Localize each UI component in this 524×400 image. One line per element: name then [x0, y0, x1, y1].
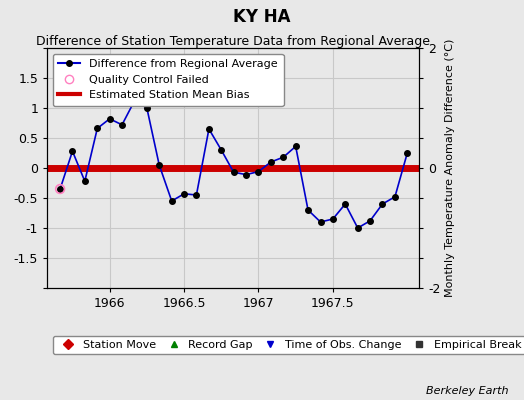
Text: KY HA: KY HA	[233, 8, 291, 26]
Point	[56, 186, 64, 192]
Legend: Station Move, Record Gap, Time of Obs. Change, Empirical Break: Station Move, Record Gap, Time of Obs. C…	[53, 336, 524, 354]
Title: Difference of Station Temperature Data from Regional Average: Difference of Station Temperature Data f…	[36, 35, 430, 48]
Text: Berkeley Earth: Berkeley Earth	[426, 386, 508, 396]
Y-axis label: Monthly Temperature Anomaly Difference (°C): Monthly Temperature Anomaly Difference (…	[445, 39, 455, 297]
